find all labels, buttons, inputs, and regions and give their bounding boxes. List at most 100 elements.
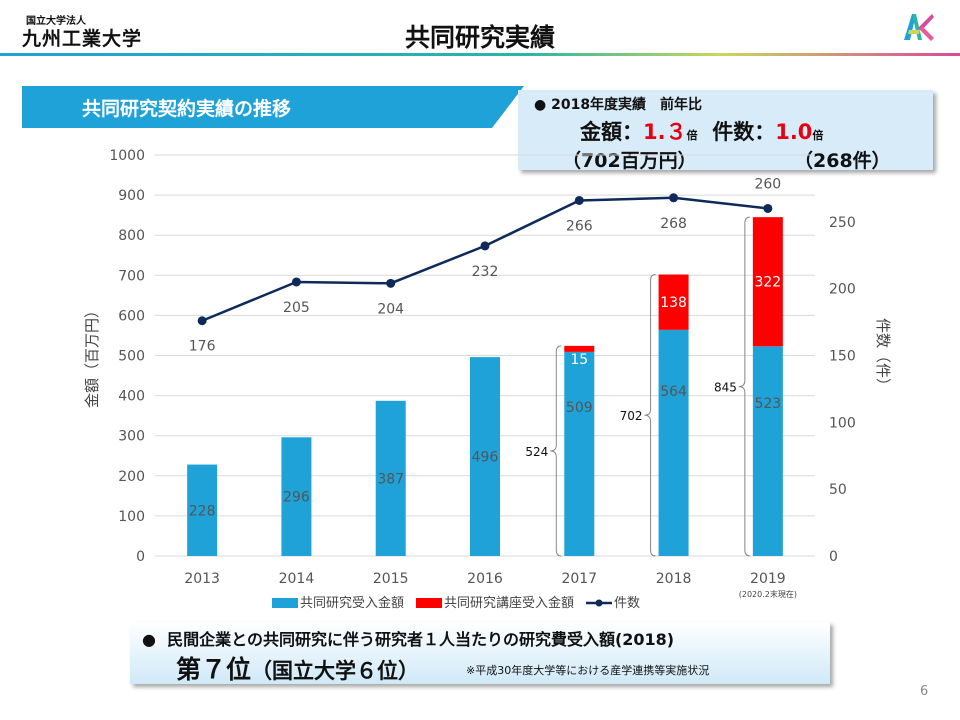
x-tick-note: (2020.2末現在) bbox=[739, 589, 797, 599]
bar-research-label: 523 bbox=[754, 396, 781, 412]
ranking-source-note: ※平成30年度大学等における産学連携等実施状況 bbox=[466, 664, 710, 677]
stats-heading: ● 2018年度実績 前年比 bbox=[534, 97, 703, 113]
legend-swatch bbox=[272, 598, 298, 608]
bar-research bbox=[564, 351, 595, 556]
count-ratio: 1.0 bbox=[775, 120, 813, 144]
y2-tick-label: 50 bbox=[829, 482, 847, 498]
y2-tick-label: 250 bbox=[829, 215, 856, 231]
bar-research-label: 228 bbox=[189, 503, 216, 519]
ranking-rank: 第７位 bbox=[176, 655, 252, 684]
y-axis-title: 金額（百万円） bbox=[83, 303, 101, 408]
count-point bbox=[574, 195, 584, 205]
header-divider bbox=[0, 53, 960, 56]
bar-chair-label: 138 bbox=[660, 295, 687, 311]
count-label: 260 bbox=[754, 176, 781, 192]
count-label: 268 bbox=[660, 216, 687, 232]
total-label: 845 bbox=[714, 381, 737, 395]
x-tick-label: 2014 bbox=[279, 571, 315, 587]
x-tick-label: 2015 bbox=[373, 571, 409, 587]
bar-research bbox=[658, 329, 689, 556]
count-label: 204 bbox=[377, 301, 404, 317]
bar-chair-label: 322 bbox=[754, 275, 781, 291]
y-tick-label: 800 bbox=[118, 228, 145, 244]
bar-research-label: 387 bbox=[377, 471, 404, 487]
amount-label: 金額： bbox=[580, 120, 643, 144]
section-banner bbox=[22, 86, 524, 128]
ranking-heading-text: 民間企業との共同研究に伴う研究者１人当たりの研究費受入額(2018) bbox=[167, 630, 675, 649]
count-label: 205 bbox=[283, 300, 310, 316]
x-tick-label: 2019 bbox=[750, 571, 786, 587]
bar-chair-label: 15 bbox=[570, 352, 588, 368]
y-tick-label: 600 bbox=[118, 308, 145, 324]
y-tick-label: 0 bbox=[136, 549, 145, 565]
total-brace bbox=[550, 345, 562, 557]
y-tick-label: 900 bbox=[118, 188, 145, 204]
y2-tick-label: 100 bbox=[829, 415, 856, 431]
count-label: 232 bbox=[472, 264, 499, 280]
legend-swatch bbox=[416, 598, 442, 608]
bar-chair bbox=[658, 274, 689, 330]
amount-unit: 倍 bbox=[686, 129, 698, 142]
total-brace bbox=[644, 273, 656, 557]
bar-research bbox=[375, 400, 406, 556]
x-tick-label: 2018 bbox=[656, 571, 692, 587]
y-tick-label: 100 bbox=[118, 509, 145, 525]
legend-line-marker bbox=[595, 599, 603, 607]
y2-tick-label: 150 bbox=[829, 349, 856, 365]
chart-axes: 0 100 200 300 400 500 600 700 800 900 1000 0 50 100 15… bbox=[83, 148, 892, 599]
stats-ratios: 金額：1.３倍 件数：1.0倍 bbox=[580, 116, 823, 146]
count-detail: （268件） bbox=[794, 150, 891, 172]
ranking-box: ● 民間企業との共同研究に伴う研究者１人当たりの研究費受入額(2018) 第７位… bbox=[130, 622, 830, 684]
total-brace bbox=[738, 216, 750, 557]
chart-bars bbox=[187, 217, 783, 556]
joint-research-chart: 228 296 387 496 509 15 564 138 523 322 524 702 845 17… bbox=[83, 148, 892, 611]
page-number: 6 bbox=[920, 684, 929, 699]
bar-research bbox=[281, 437, 312, 556]
x-tick-label: 2013 bbox=[184, 571, 220, 587]
chart-legend: 共同研究受入金額 共同研究講座受入金額 件数 bbox=[272, 595, 640, 611]
x-tick-label: 2017 bbox=[561, 571, 597, 587]
y-tick-label: 300 bbox=[118, 429, 145, 445]
ranking-sub: （国立大学６位） bbox=[251, 659, 420, 683]
legend-label: 共同研究講座受入金額 bbox=[444, 595, 574, 611]
y2-tick-label: 200 bbox=[829, 282, 856, 298]
count-point bbox=[480, 241, 490, 251]
count-point bbox=[291, 277, 301, 287]
count-point bbox=[669, 193, 679, 203]
bar-chair bbox=[564, 345, 595, 352]
legend-label: 件数 bbox=[614, 596, 640, 611]
ranking-heading: ● 民間企業との共同研究に伴う研究者１人当たりの研究費受入額(2018) bbox=[142, 630, 675, 649]
count-label: 176 bbox=[189, 339, 216, 355]
university-logo: 九州工業大学 bbox=[22, 28, 143, 50]
bar-research-label: 564 bbox=[660, 384, 687, 400]
ranking-result: 第７位（国立大学６位） bbox=[176, 650, 419, 686]
summary-stats-box: ● 2018年度実績 前年比 金額：1.３倍 件数：1.0倍 （702百万円） … bbox=[518, 90, 933, 172]
count-point bbox=[197, 316, 207, 326]
chart-count-line bbox=[197, 193, 773, 326]
bar-research bbox=[470, 357, 500, 556]
bar-research-label: 509 bbox=[566, 400, 593, 416]
y2-axis-title: 件数（件） bbox=[874, 318, 892, 393]
y-tick-label: 200 bbox=[118, 469, 145, 485]
total-label: 524 bbox=[525, 445, 548, 459]
y-tick-label: 1000 bbox=[109, 148, 145, 164]
chart-data-labels: 228 296 387 496 509 15 564 138 523 322 524 702 845 17… bbox=[189, 176, 781, 519]
y-tick-label: 500 bbox=[118, 349, 145, 365]
y2-tick-label: 0 bbox=[829, 549, 838, 565]
y-tick-label: 400 bbox=[118, 389, 145, 405]
bar-chair bbox=[752, 217, 783, 347]
bar-research-label: 296 bbox=[283, 490, 310, 506]
bar-research bbox=[187, 464, 218, 556]
bar-research bbox=[752, 346, 783, 556]
amount-ratio: 1.３ bbox=[643, 120, 687, 144]
total-label: 702 bbox=[620, 409, 643, 423]
section-title: 共同研究契約実績の推移 bbox=[82, 98, 292, 120]
bar-research-label: 496 bbox=[472, 450, 499, 466]
x-tick-label: 2016 bbox=[467, 571, 503, 587]
count-unit: 倍 bbox=[812, 129, 824, 142]
count-label: 件数： bbox=[712, 120, 776, 144]
count-point bbox=[386, 278, 396, 288]
legend-label: 共同研究受入金額 bbox=[300, 595, 404, 611]
count-label: 266 bbox=[566, 218, 593, 234]
logo-small-text: 国立大学法人 bbox=[26, 16, 86, 27]
